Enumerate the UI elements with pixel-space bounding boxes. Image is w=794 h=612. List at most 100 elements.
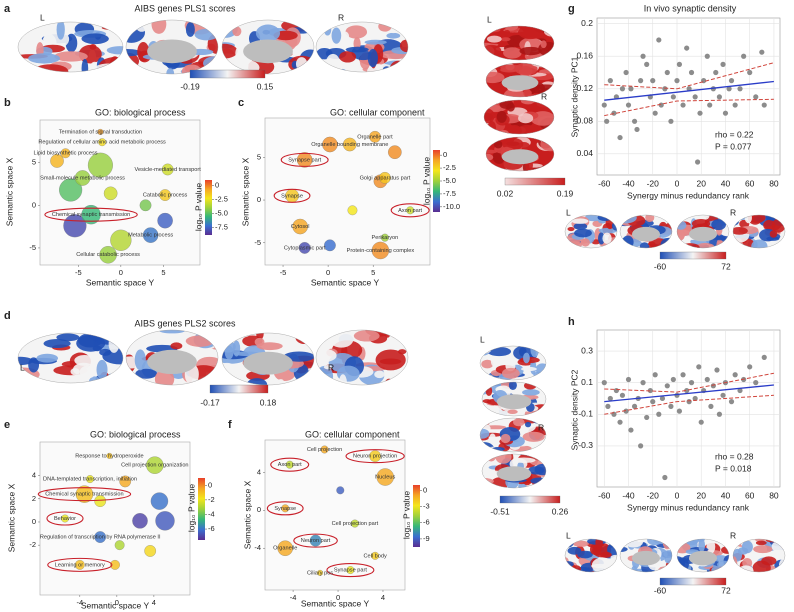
- bubble: [285, 460, 294, 469]
- y-tick-label: -2: [29, 540, 36, 549]
- brain-patch: [490, 355, 507, 369]
- y-tick-label: 0.16: [576, 50, 593, 60]
- brain-patch: [486, 35, 502, 43]
- brain-patch: [519, 46, 542, 56]
- confidence-band: [604, 62, 775, 90]
- colorbar-tick-label: 0.26: [552, 506, 569, 516]
- brain: [486, 137, 554, 171]
- y-tick-label: 0: [257, 195, 261, 204]
- brain-outline: [485, 136, 555, 172]
- y-tick-label: 0: [257, 505, 261, 514]
- brain-patch: [159, 330, 186, 334]
- brain: [18, 333, 123, 383]
- bubble: [388, 145, 402, 159]
- brain-patch: [486, 153, 494, 161]
- annotation: P = 0.018: [715, 463, 752, 473]
- colorbar-tick-label: 0: [215, 181, 219, 190]
- brain-patch: [547, 164, 554, 171]
- annotation: rho = 0.28: [715, 451, 754, 461]
- scatter-point: [720, 392, 726, 398]
- highlight-ellipse: [47, 557, 113, 572]
- bubble: [320, 445, 329, 454]
- scatter-point: [664, 383, 670, 389]
- bubble: [119, 475, 132, 488]
- x-tick-label: 5: [371, 268, 375, 277]
- bubble: [150, 492, 169, 510]
- colorbar-tick-label: -60: [654, 261, 667, 271]
- bubble-label: Chemical synaptic transmission: [52, 212, 130, 218]
- brain-patch: [534, 463, 546, 476]
- brain: [486, 63, 554, 97]
- brain-patch: [610, 554, 617, 560]
- brain-patch: [645, 215, 655, 223]
- scatter-point: [650, 399, 656, 405]
- panel-letter: c: [238, 97, 244, 109]
- bubble-label: Organelle: [273, 546, 297, 552]
- brain-patch: [523, 88, 532, 97]
- scatter-point: [708, 403, 714, 409]
- brain-medial: [501, 75, 539, 91]
- colorbar: [209, 384, 269, 394]
- brain-patch: [711, 566, 724, 572]
- scatter-point: [613, 387, 619, 394]
- brain-patch: [648, 241, 656, 247]
- brain-patch: [88, 376, 101, 383]
- brain-medial: [496, 394, 532, 410]
- brain-medial: [243, 39, 293, 64]
- brain-patch: [489, 433, 496, 442]
- colorbar-tick-label: -6: [208, 524, 215, 533]
- plot-frame: [596, 329, 781, 488]
- colorbar-label: log₁₀ P value: [421, 157, 431, 206]
- bubble: [132, 513, 148, 529]
- scatter-point: [664, 69, 670, 76]
- scatter-point: [732, 372, 738, 378]
- scatter-point: [640, 53, 646, 59]
- brain-patch: [495, 454, 512, 464]
- bubble: [298, 242, 311, 254]
- brain-patch: [771, 541, 785, 552]
- colorbar-tick-label: 0: [443, 150, 447, 159]
- scatter-point: [716, 411, 723, 417]
- brain: [565, 539, 617, 572]
- x-tick-label: -20: [647, 490, 660, 500]
- scatter-point: [753, 380, 759, 386]
- brain-patch: [185, 335, 214, 347]
- brain-medial: [147, 39, 197, 64]
- brain-patch: [339, 51, 357, 63]
- scatter-point: [674, 78, 680, 84]
- brain: [480, 346, 546, 380]
- brain-medial: [688, 226, 718, 242]
- brain-patch: [741, 540, 753, 554]
- scatter-point: [688, 69, 695, 76]
- colorbar: [504, 177, 566, 186]
- y-tick-label: 0.12: [576, 83, 593, 93]
- brain-patch: [484, 108, 495, 124]
- scatter-point: [686, 399, 692, 405]
- scatter-point: [619, 86, 626, 92]
- brain-patch: [203, 56, 218, 71]
- brain-patch: [316, 60, 324, 68]
- brain-patch: [501, 367, 520, 379]
- bubble: [98, 138, 107, 147]
- brain-patch: [92, 345, 102, 352]
- brain-patch: [549, 166, 554, 171]
- brain-patch: [534, 155, 553, 164]
- brain-outline: [483, 99, 555, 135]
- y-tick-label: 2: [32, 494, 36, 503]
- colorbar-label: log₁₀ P value: [186, 484, 196, 533]
- scatter-point: [619, 392, 626, 398]
- scatter-point: [650, 78, 656, 84]
- highlight-ellipse: [293, 533, 338, 548]
- brain-patch: [520, 366, 537, 372]
- scatter-point: [761, 354, 767, 360]
- brain-patch: [698, 539, 706, 552]
- y-tick-label: 5: [32, 158, 36, 167]
- x-tick-label: 60: [745, 490, 755, 500]
- x-tick-label: 20: [696, 490, 706, 500]
- x-tick-label: 5: [161, 268, 165, 277]
- brain-patch: [677, 220, 687, 230]
- scatter-point: [716, 94, 723, 100]
- highlight-ellipse: [345, 449, 405, 464]
- scatter-point: [628, 427, 634, 433]
- y-tick-label: -0.1: [578, 409, 593, 419]
